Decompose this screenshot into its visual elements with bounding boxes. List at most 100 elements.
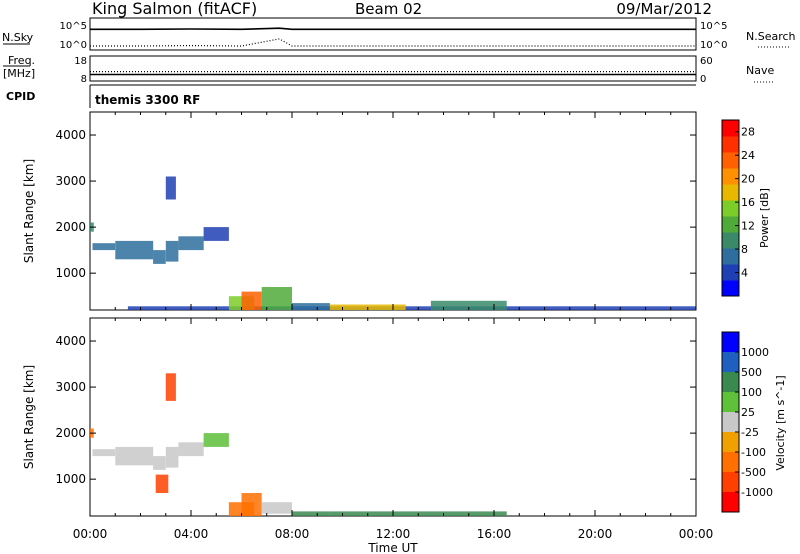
freq-panel-frame xyxy=(89,55,697,82)
colorbar-tick-label: 25 xyxy=(741,406,755,419)
noise-right-label: N.Search xyxy=(746,30,796,43)
data-cell xyxy=(241,291,262,310)
colorbar-segment xyxy=(722,280,739,297)
data-cell xyxy=(92,449,116,457)
colorbar-tick-label: -1000 xyxy=(741,486,773,499)
x-tick-label: 08:00 xyxy=(275,527,310,541)
data-cell xyxy=(178,442,204,457)
colorbar-tick-label: 28 xyxy=(741,126,755,139)
colorbar-frame xyxy=(721,119,740,297)
power-colorbar-label: Power [dB] xyxy=(758,188,771,248)
noise-left-tick-bottom: 10^0 xyxy=(60,40,87,51)
freq-left-label-2: [MHz] xyxy=(3,67,35,80)
colorbar-segment xyxy=(722,184,739,201)
colorbar-segment xyxy=(722,216,739,233)
colorbar-segment xyxy=(722,492,739,513)
colorbar-tick-label: -100 xyxy=(741,446,766,459)
data-cell xyxy=(261,287,292,310)
noise-right-tick-top: 10^5 xyxy=(700,21,727,32)
colorbar-segment xyxy=(722,264,739,281)
data-cell xyxy=(203,227,229,241)
colorbar-tick-label: 16 xyxy=(741,196,755,209)
y-tick-label: 2000 xyxy=(55,426,86,440)
data-cell xyxy=(165,446,179,468)
colorbar-frame xyxy=(721,331,740,513)
colorbar-segment xyxy=(722,120,739,137)
y-tick-label: 1000 xyxy=(55,266,86,280)
x-tick-label: 16:00 xyxy=(477,527,512,541)
data-cell xyxy=(430,300,507,310)
data-cell xyxy=(155,474,169,493)
freq-left-label-1: Freq. xyxy=(8,54,35,67)
power-axis: 1000 2000 3000 4000 xyxy=(55,112,697,310)
data-cell xyxy=(165,240,179,262)
colorbar-segment xyxy=(722,392,739,413)
colorbar-segment xyxy=(722,472,739,493)
x-tick-label: 00:00 xyxy=(73,527,108,541)
data-cell xyxy=(127,306,696,310)
colorbar-tick-label: -25 xyxy=(741,426,759,439)
noise-panel-frame xyxy=(89,17,697,51)
data-cell xyxy=(241,493,262,516)
noise-left-tick-top: 10^5 xyxy=(60,21,87,32)
colorbar-segment xyxy=(722,352,739,373)
velocity-panel-frame xyxy=(89,317,697,517)
data-cell xyxy=(292,511,330,516)
date-title: 09/Mar/2012 xyxy=(616,0,712,18)
x-tick-label: 20:00 xyxy=(578,527,613,541)
data-cell xyxy=(153,250,166,264)
colorbar-segment xyxy=(722,432,739,453)
noise-right-tick-bottom: 10^0 xyxy=(700,40,727,51)
velocity-colorbar-label: Velocity [m s^-1] xyxy=(774,375,787,470)
y-tick-label: 1000 xyxy=(55,472,86,486)
power-colorbar: 4 8 12 16 20 24 28 xyxy=(721,119,755,297)
colorbar-tick-label: 4 xyxy=(741,267,748,280)
colorbar-segment xyxy=(722,248,739,265)
colorbar-segment xyxy=(722,412,739,433)
y-tick-label: 3000 xyxy=(55,174,86,188)
velocity-data xyxy=(90,373,507,516)
x-tick-labels: 00:00 04:00 08:00 12:00 16:00 20:00 00:00 xyxy=(73,527,714,541)
power-panel-frame xyxy=(89,111,697,311)
colorbar-tick-label: -500 xyxy=(741,466,766,479)
data-cell xyxy=(165,373,176,401)
beam-title: Beam 02 xyxy=(355,0,422,18)
colorbar-segment xyxy=(722,372,739,393)
data-cell xyxy=(292,303,330,310)
power-ylabel: Slant Range [km] xyxy=(22,159,36,263)
velocity-axis: 1000 2000 3000 4000 xyxy=(55,318,697,516)
data-cell xyxy=(261,502,292,514)
noise-left-label: N.Sky xyxy=(2,31,34,44)
colorbar-tick-label: 24 xyxy=(741,149,755,162)
colorbar-segment xyxy=(722,232,739,249)
data-cell xyxy=(115,240,154,260)
station-title: King Salmon (fitACF) xyxy=(92,0,257,18)
colorbar-segment xyxy=(722,168,739,185)
freq-right-tick-bottom: 0 xyxy=(700,74,706,85)
noise-series-line xyxy=(90,38,696,47)
colorbar-segment xyxy=(722,200,739,217)
data-cell xyxy=(165,176,176,200)
freq-left-tick-bottom: 8 xyxy=(81,74,87,85)
data-cell xyxy=(115,446,154,466)
y-tick-label: 3000 xyxy=(55,380,86,394)
colorbar-segment xyxy=(722,332,739,353)
y-tick-label: 2000 xyxy=(55,220,86,234)
cpid-program: themis 3300 RF xyxy=(95,93,200,107)
velocity-ylabel: Slant Range [km] xyxy=(22,365,36,469)
x-tick-label: 12:00 xyxy=(376,527,411,541)
freq-right-label: Nave xyxy=(746,64,774,77)
freq-right-tick-top: 60 xyxy=(700,56,713,67)
colorbar-tick-label: 100 xyxy=(741,386,762,399)
noise-series-line xyxy=(90,27,696,31)
x-axis-label: Time UT xyxy=(367,541,418,554)
colorbar-tick-label: 500 xyxy=(741,366,762,379)
colorbar-segment xyxy=(722,136,739,153)
colorbar-tick-label: 8 xyxy=(741,243,748,256)
y-tick-label: 4000 xyxy=(55,334,86,348)
freq-left-tick-top: 18 xyxy=(74,56,87,67)
colorbar-segment xyxy=(722,152,739,169)
colorbar-segment xyxy=(722,452,739,473)
y-tick-label: 4000 xyxy=(55,128,86,142)
